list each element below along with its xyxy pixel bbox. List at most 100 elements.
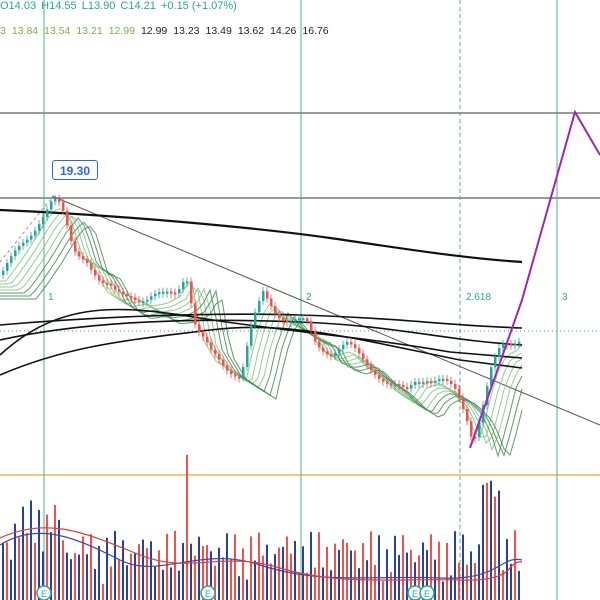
candle-body [26,239,29,243]
high-value: H14.55 [41,0,77,12]
volume-bar [222,557,224,600]
projection-path [469,109,600,449]
candle-body [386,381,389,384]
candle-body [106,282,109,285]
volume-bar [62,540,64,600]
candle-body [22,242,25,246]
candle-body [490,367,493,387]
moving-average-line [0,326,523,376]
volume-bar [266,544,268,600]
volume-bar [98,546,100,600]
candle-body [110,283,113,286]
volume-bar [2,543,4,600]
volume-bar [82,536,84,600]
dashed-projection [0,199,51,263]
volume-bar [22,506,24,600]
moving-average-line [0,308,523,359]
candle-body [358,348,361,354]
candle-body [74,241,77,252]
volume-bar [118,559,120,600]
volume-bar [362,543,364,600]
volume-bar [314,567,316,600]
candle-body [262,291,265,302]
candle-body [438,379,441,382]
volume-bar [326,546,328,600]
earnings-marker-icon [36,585,52,600]
volume-bar [386,549,388,600]
earnings-marker-label: E [205,589,211,599]
candle-body [498,348,501,357]
volume-bar [218,547,220,600]
candle-body [430,381,433,384]
candle-body [254,312,257,326]
candle-body [314,330,317,342]
moving-average-values: 3 13.84 13.54 13.21 12.99 12.99 13.23 13.49 13.6… [0,25,335,39]
volume-bar [390,572,392,600]
earnings-marker-label: E [424,589,430,599]
volume-ma-red [0,527,523,581]
candle-body [434,380,437,383]
volume-bar [306,572,308,600]
volume-bar [30,500,32,600]
candle-body [42,217,45,225]
candle-body [86,259,89,263]
candle-body [282,317,285,321]
volume-bar [182,543,184,600]
candle-body [50,201,53,210]
candle-body [294,319,297,322]
volume-bar [114,531,116,600]
candle-body [162,291,165,294]
candle-body [382,378,385,382]
candle-body [494,356,497,368]
candle-body [242,366,245,378]
candle-body [218,354,221,360]
volume-bar [138,544,140,600]
volume-bar [354,550,356,600]
volume-bar [506,539,508,600]
volume-bar [6,542,8,600]
volume-bar [318,532,320,600]
volume-bar [74,553,76,600]
candle-body [322,347,325,352]
candle-body [450,380,453,385]
earnings-marker-label: E [41,589,47,599]
candle-body [190,281,193,304]
volume-bar [146,548,148,600]
candle-body [266,291,269,299]
candle-body [414,381,417,385]
volume-bar [90,534,92,600]
volume-bar [206,545,208,600]
volume-bar [298,573,300,600]
ma-value: 13.84 [11,25,39,37]
candle-body [166,291,169,294]
ohlc-readout: O14.03 H14.55 L13.90 C14.21 +0.15 (+1.07… [0,0,239,14]
candle-body [410,384,413,389]
volume-bar [186,455,188,600]
ma-value: 13.49 [205,25,232,37]
volume-bar [106,537,108,600]
candle-body [246,345,249,367]
candle-body [458,388,461,399]
volume-bar [334,543,336,600]
volume-bar [234,534,236,600]
volume-bar [486,482,488,600]
candle-body [154,293,157,297]
volume-bar [342,539,344,600]
volume-bar [202,546,204,600]
volume-bar [238,576,240,600]
volume-bar [330,570,332,600]
candle-body [486,386,489,406]
volume-bar [194,555,196,600]
candle-body [94,269,97,276]
volume-bar [382,581,384,600]
candle-body [142,301,145,304]
volume-bar [158,550,160,600]
volume-bar [70,559,72,600]
candle-body [302,318,305,321]
candle-body [178,289,181,294]
earnings-marker-icon [419,585,435,600]
candle-body [406,387,409,390]
volume-bar [430,534,432,600]
volume-bar [230,559,232,600]
